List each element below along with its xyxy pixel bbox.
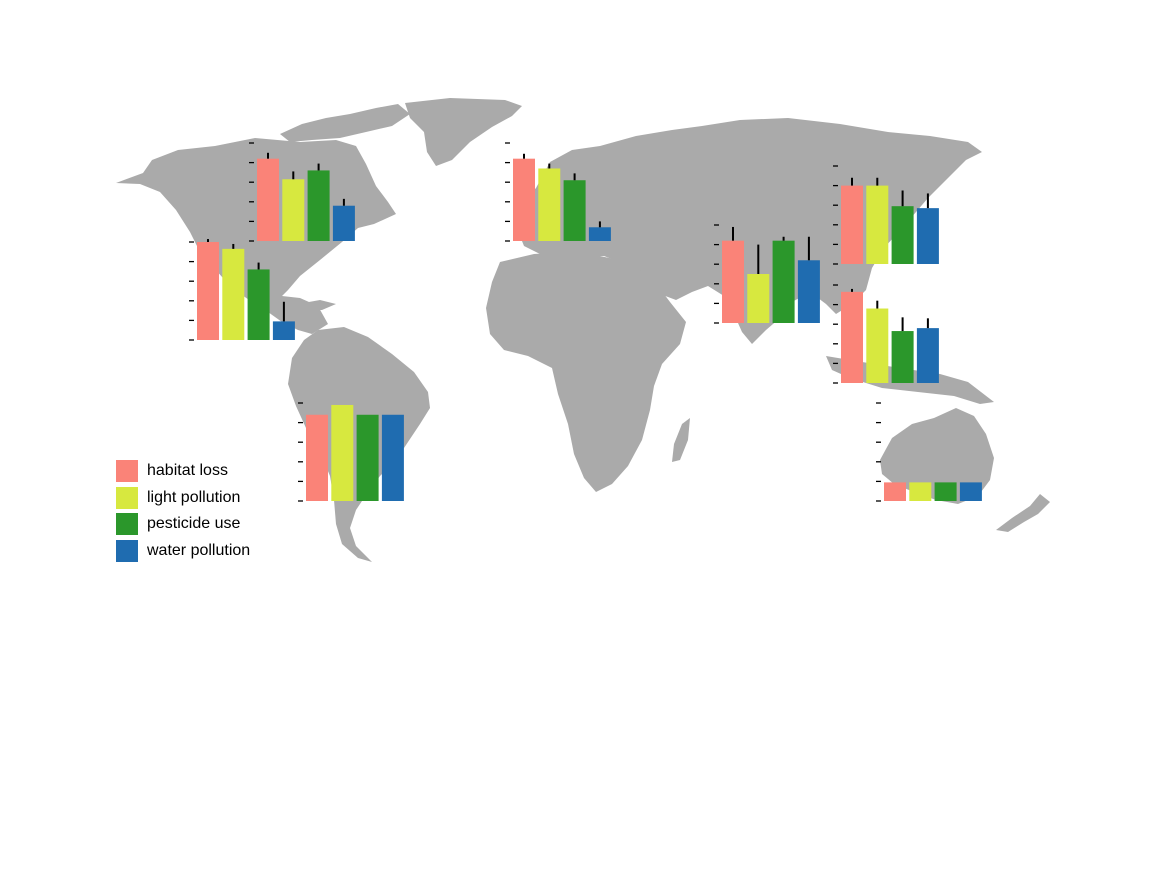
legend-label-light-pollution: light pollution — [147, 488, 241, 506]
legend-swatch-habitat-loss — [116, 460, 138, 483]
legend-swatch-light-pollution — [116, 486, 138, 509]
legend-label-habitat-loss: habitat loss — [147, 462, 228, 480]
bar-habitat-loss — [841, 291, 863, 383]
bar-pesticide-use — [934, 482, 957, 501]
legend-swatch-water-pollution — [116, 539, 138, 562]
bar-pesticide-use — [356, 414, 379, 501]
legend-item-habitat-loss: habitat loss — [116, 458, 306, 485]
legend-label-water-pollution: water pollution — [147, 541, 251, 559]
bar-light-pollution — [282, 179, 305, 241]
bar-water-pollution — [381, 414, 404, 501]
australia-landmass — [880, 408, 994, 504]
legend-item-light-pollution: light pollution — [116, 485, 306, 512]
eurasia-landmass — [516, 118, 982, 344]
legend-item-pesticide-use: pesticide use — [116, 511, 306, 538]
bar-water-pollution — [332, 205, 355, 241]
bar-light-pollution — [538, 168, 561, 241]
bar-chart-south-america — [298, 402, 404, 502]
bar-habitat-loss — [841, 185, 863, 264]
bar-habitat-loss — [197, 242, 219, 340]
bar-light-pollution — [331, 404, 354, 501]
bar-chart-north-america-south — [189, 239, 295, 341]
bar-water-pollution — [916, 328, 939, 383]
bar-water-pollution — [959, 482, 982, 501]
bar-light-pollution — [866, 185, 889, 264]
caribbean-landmass — [292, 300, 336, 310]
bar-water-pollution — [588, 227, 611, 241]
bar-chart-south-asia — [714, 224, 820, 324]
legend: habitat loss light pollution pesticide u… — [116, 458, 306, 564]
bar-habitat-loss — [306, 414, 328, 501]
africa-landmass — [486, 252, 686, 492]
bar-pesticide-use — [891, 331, 914, 383]
bar-chart-north-america-east — [249, 142, 355, 242]
bar-charts-layer — [189, 142, 982, 502]
bar-habitat-loss — [513, 158, 535, 241]
bar-light-pollution — [222, 248, 245, 340]
madagascar-landmass — [672, 418, 690, 462]
legend-swatch-pesticide-use — [116, 513, 138, 536]
bar-chart-europe — [505, 142, 611, 242]
bar-pesticide-use — [563, 180, 586, 241]
legend-label-pesticide-use: pesticide use — [147, 515, 241, 533]
bar-pesticide-use — [891, 206, 914, 264]
bar-pesticide-use — [247, 269, 270, 340]
bar-pesticide-use — [772, 240, 795, 323]
bar-chart-east-asia — [833, 165, 939, 265]
bar-light-pollution — [909, 482, 932, 501]
bar-chart-australia — [876, 402, 982, 502]
bar-light-pollution — [866, 308, 889, 383]
bar-water-pollution — [272, 321, 295, 340]
new-zealand-landmass — [996, 494, 1050, 532]
bar-habitat-loss — [257, 158, 279, 241]
bar-pesticide-use — [307, 170, 330, 241]
bar-water-pollution — [797, 260, 820, 323]
bar-habitat-loss — [722, 240, 744, 323]
bar-light-pollution — [747, 274, 770, 323]
bar-habitat-loss — [884, 482, 906, 501]
legend-item-water-pollution: water pollution — [116, 538, 306, 565]
bar-chart-southeast-asia — [833, 284, 939, 384]
greenland-landmass — [405, 98, 522, 166]
bar-water-pollution — [916, 208, 939, 264]
arctic-islands-landmass — [280, 104, 410, 142]
